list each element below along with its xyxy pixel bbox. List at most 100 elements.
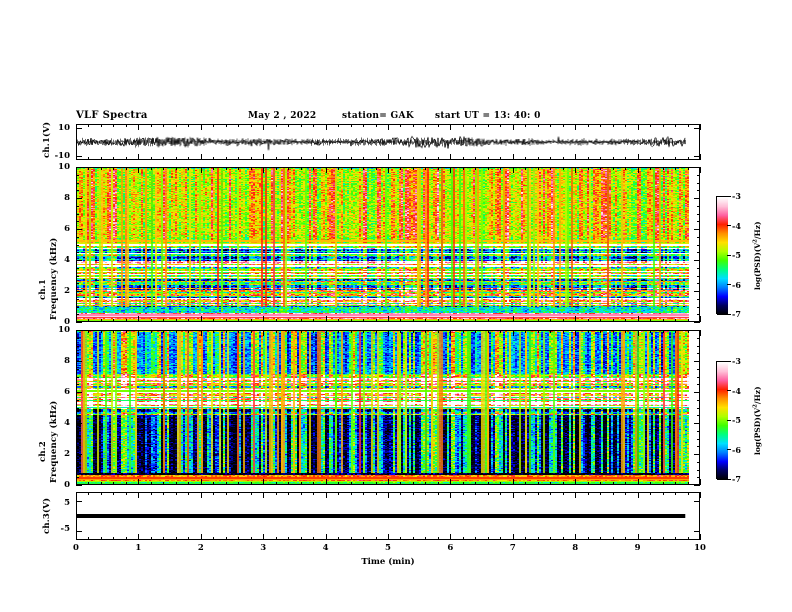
x-minor-tick [400,330,402,334]
y-minor-tick [76,298,80,300]
x-major-tick [138,534,140,540]
x-minor-tick [537,536,539,540]
x-minor-tick [675,330,677,334]
colorbar-tickmark [727,419,731,421]
x-major-tick [200,316,202,322]
x-tick-label-2: 2 [197,543,204,553]
x-minor-tick [687,536,689,540]
x-minor-tick [462,318,464,322]
y-minor-tick [696,469,700,471]
x-major-tick [76,316,77,322]
x-minor-tick [650,330,652,334]
x-minor-tick [150,536,152,540]
x-minor-tick [437,536,439,540]
x-major-tick [637,167,639,173]
x-major-tick [700,534,701,540]
colorbar-tickmark [727,254,731,256]
y-minor-tick [76,469,80,471]
x-minor-tick [150,167,152,171]
x-minor-tick [88,330,90,334]
y-minor-tick [696,213,700,215]
x-minor-tick [313,318,315,322]
x-minor-tick [425,492,427,496]
x-tick-label-8: 8 [572,543,579,553]
colorbar-tickmark [727,449,731,451]
x-minor-tick [662,481,664,485]
x-major-tick [512,330,514,336]
x-minor-tick [350,481,352,485]
x-minor-tick [475,492,477,496]
x-minor-tick [100,330,102,334]
x-minor-tick [125,330,127,334]
ch2-freq-tick-10: 10 [58,325,70,335]
x-minor-tick [250,536,252,540]
x-minor-tick [400,492,402,496]
x-minor-tick [487,481,489,485]
x-major-tick [388,124,389,130]
x-minor-tick [300,492,302,496]
x-major-tick [700,167,701,173]
y-major-tick [694,423,700,424]
colorbar-tick-neg6: -6 [732,444,741,455]
x-major-tick [325,316,327,322]
x-minor-tick [687,330,689,334]
x-major-tick [700,154,701,160]
x-minor-tick [425,330,427,334]
x-minor-tick [300,481,302,485]
x-minor-tick [437,318,439,322]
x-minor-tick [600,536,602,540]
x-minor-tick [125,167,127,171]
x-tick-label-10: 10 [694,543,706,553]
y-minor-tick [76,221,80,223]
y-minor-tick [696,399,700,401]
x-minor-tick [675,492,677,496]
colorbar-tickmark [727,195,731,197]
x-major-tick [263,330,265,336]
y-minor-tick [76,314,80,316]
y-minor-tick [696,252,700,254]
y-minor-tick [696,174,700,176]
x-minor-tick [400,167,402,171]
x-tick-label-7: 7 [509,543,516,553]
x-minor-tick [462,492,464,496]
colorbar-ch2 [716,361,728,480]
x-minor-tick [562,124,564,128]
x-minor-tick [587,124,589,128]
y-major-tick [76,155,82,157]
x-minor-tick [113,536,115,540]
x-minor-tick [100,156,102,160]
x-minor-tick [687,156,689,160]
x-major-tick [76,534,77,540]
y-major-tick [694,501,700,502]
x-minor-tick [412,167,414,171]
x-major-tick [637,124,639,130]
x-minor-tick [662,167,664,171]
y-minor-tick [76,353,80,355]
x-minor-tick [600,156,602,160]
x-minor-tick [462,124,464,128]
x-minor-tick [213,318,215,322]
x-minor-tick [475,318,477,322]
y-minor-tick [76,174,80,176]
header-start-ut: start UT = 13: 40: 0 [435,111,541,121]
y-minor-tick [76,267,80,269]
x-minor-tick [662,156,664,160]
x-minor-tick [125,124,127,128]
x-minor-tick [537,318,539,322]
colorbar-tickmark [727,478,731,480]
y-major-tick [76,330,82,331]
x-minor-tick [288,167,290,171]
x-minor-tick [188,156,190,160]
x-minor-tick [425,167,427,171]
x-minor-tick [550,318,552,322]
y-minor-tick [76,337,80,339]
x-minor-tick [662,318,664,322]
x-minor-tick [175,167,177,171]
y-major-tick [76,454,82,455]
x-minor-tick [363,318,365,322]
x-major-tick [200,534,202,540]
x-minor-tick [600,481,602,485]
x-minor-tick [250,330,252,334]
x-major-tick [388,534,389,540]
x-minor-tick [525,318,527,322]
